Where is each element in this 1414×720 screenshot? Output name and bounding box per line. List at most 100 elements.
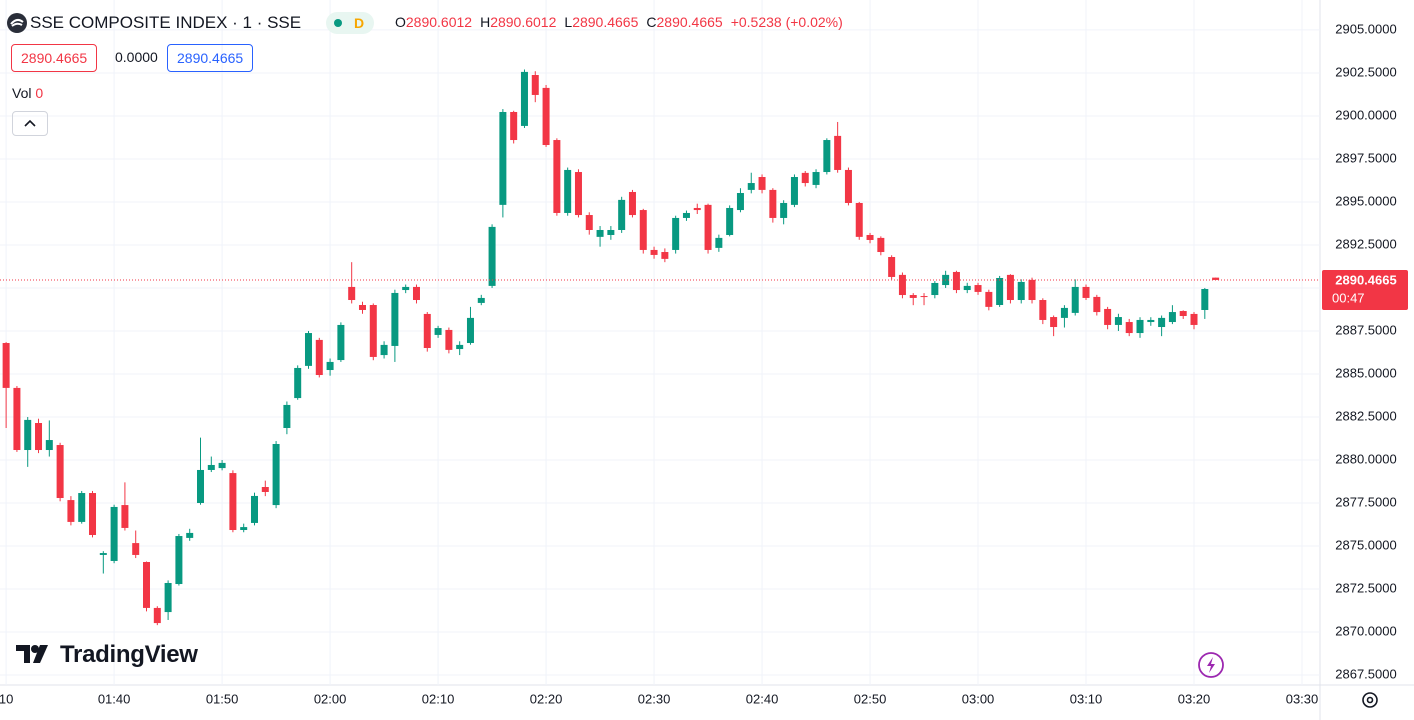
candle-body xyxy=(661,252,669,259)
candle-body xyxy=(2,343,10,388)
x-tick-label: 01:50 xyxy=(206,691,239,706)
candle-body xyxy=(877,237,885,253)
candle-body xyxy=(790,177,798,205)
candle-body xyxy=(564,169,572,213)
logo xyxy=(7,13,27,33)
candle-body xyxy=(952,271,960,291)
volume-label: Vol xyxy=(12,85,32,101)
x-tick-label: 02:40 xyxy=(746,691,779,706)
y-tick-label: 2882.5000 xyxy=(1335,408,1396,423)
candle-body xyxy=(574,172,582,216)
candle-body xyxy=(294,367,302,399)
candle-body xyxy=(834,135,842,170)
candle-body xyxy=(618,199,626,230)
buy-price[interactable]: 2890.4665 xyxy=(167,44,254,72)
price-axis xyxy=(1320,0,1414,720)
candle-body xyxy=(985,291,993,307)
spread: 0.0000 xyxy=(115,49,158,65)
candle-body xyxy=(477,297,485,303)
candle-body xyxy=(402,286,410,291)
candle-body xyxy=(218,462,226,469)
candle-body xyxy=(315,339,323,376)
candle-body xyxy=(909,295,917,298)
x-tick-label: 03:10 xyxy=(1070,691,1103,706)
ohlc-letter: O xyxy=(395,14,406,30)
candle-body xyxy=(1060,307,1068,318)
y-tick-label: 2897.5000 xyxy=(1335,150,1396,165)
candle-body xyxy=(121,505,129,528)
y-tick-label: 2875.0000 xyxy=(1335,537,1396,552)
x-tick-label: 03:30 xyxy=(1286,691,1319,706)
candle-body xyxy=(261,487,269,492)
candle-body xyxy=(596,229,604,237)
candle-body xyxy=(132,543,140,555)
candle-body xyxy=(726,207,734,235)
x-tick-label: 02:20 xyxy=(530,691,563,706)
candle-body xyxy=(542,87,550,146)
candle-body xyxy=(736,193,744,211)
last-price-label: 2890.4665 xyxy=(1335,272,1396,287)
candle-body xyxy=(99,553,107,555)
news-button[interactable] xyxy=(1197,651,1225,679)
candle-body xyxy=(488,226,496,286)
candle-body xyxy=(1158,317,1166,328)
candle-body xyxy=(1212,277,1220,280)
candle-body xyxy=(466,317,474,344)
ohlc-value: 2890.4665 xyxy=(656,14,723,30)
x-tick-label: 02:50 xyxy=(854,691,887,706)
candle-body xyxy=(207,464,215,470)
candle-body xyxy=(304,333,312,366)
candle-body xyxy=(499,111,507,205)
market-status[interactable]: D xyxy=(326,12,374,34)
candle-body xyxy=(164,582,172,613)
candle-body xyxy=(931,282,939,296)
candle-body xyxy=(229,473,237,531)
candle-body xyxy=(380,344,388,356)
volume-value: 0 xyxy=(35,85,44,101)
y-tick-label: 2887.5000 xyxy=(1335,322,1396,337)
candle-body xyxy=(153,607,161,624)
candle-body xyxy=(855,202,863,237)
candle-body xyxy=(337,324,345,361)
candle-body xyxy=(510,111,518,141)
candle-body xyxy=(1114,317,1122,325)
candle-body xyxy=(445,329,453,350)
candle-body xyxy=(143,562,151,608)
last-price-box xyxy=(1322,269,1408,310)
y-tick-label: 2895.0000 xyxy=(1335,193,1396,208)
candle-body xyxy=(250,495,258,523)
candle-body xyxy=(1125,322,1133,334)
candle-body xyxy=(920,296,928,298)
candle-body xyxy=(456,344,464,350)
candle-body xyxy=(197,469,205,503)
candle-body xyxy=(866,234,874,240)
candle-body xyxy=(35,423,43,451)
candle-body xyxy=(585,215,593,230)
y-tick-label: 2877.5000 xyxy=(1335,494,1396,509)
settings-button[interactable] xyxy=(1359,689,1381,711)
candle-body xyxy=(844,169,852,203)
candle-body xyxy=(358,304,366,310)
candle-body xyxy=(812,172,820,185)
candle-body xyxy=(823,140,831,173)
x-tick-label: 03:20 xyxy=(1178,691,1211,706)
candle-body xyxy=(1093,296,1101,313)
y-tick-label: 2900.0000 xyxy=(1335,107,1396,122)
candle-body xyxy=(1071,286,1079,313)
candle-body xyxy=(801,172,809,184)
candle-body xyxy=(672,217,680,250)
collapse-button[interactable] xyxy=(12,111,48,136)
y-tick-label: 2870.0000 xyxy=(1335,623,1396,638)
candle-body xyxy=(553,140,561,213)
candle-body xyxy=(607,229,615,235)
candle-body xyxy=(996,277,1004,305)
sell-price[interactable]: 2890.4665 xyxy=(11,44,98,72)
candle-body xyxy=(1006,274,1014,301)
ohlc-value: 2890.6012 xyxy=(405,14,473,30)
candle-body xyxy=(682,212,690,218)
change: +0.5238 (+0.02%) xyxy=(730,14,843,30)
symbol-title: SSE COMPOSITE INDEX · 1 · SSE xyxy=(30,13,302,32)
candle-body xyxy=(780,202,788,218)
